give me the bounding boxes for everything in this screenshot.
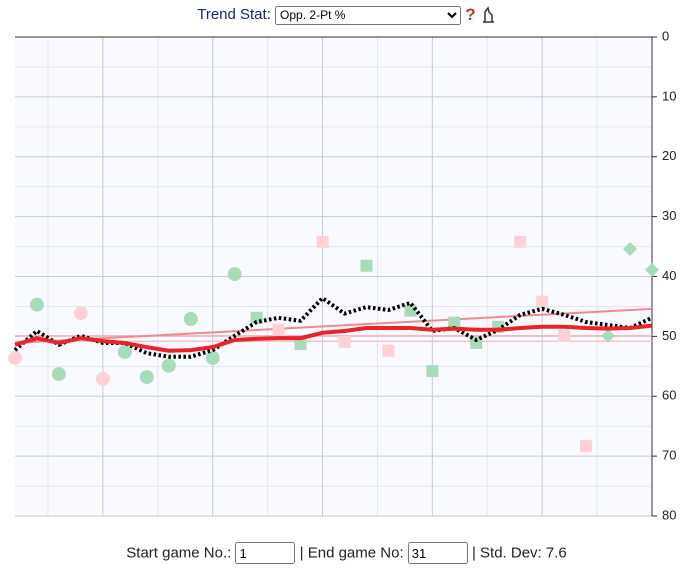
series-line xyxy=(13,296,653,359)
end-input[interactable] xyxy=(407,542,468,564)
trend-select[interactable]: Opp. 2-Pt % xyxy=(275,5,462,25)
y-tick-label: 0 xyxy=(662,28,669,43)
y-tick-label: 10 xyxy=(662,88,676,103)
reset-icon[interactable] xyxy=(480,6,496,24)
point xyxy=(448,316,461,329)
y-tick-label: 40 xyxy=(662,268,676,283)
point xyxy=(250,311,263,324)
point xyxy=(95,371,110,386)
point xyxy=(117,344,132,359)
start-input[interactable] xyxy=(235,542,296,564)
point xyxy=(382,344,395,357)
point xyxy=(360,259,373,272)
start-label: Start game No.: xyxy=(126,544,232,562)
point xyxy=(8,350,22,365)
y-tick-label: 30 xyxy=(662,208,676,223)
point xyxy=(227,267,242,282)
range-controls: Start game No.: | End game No: | Std. De… xyxy=(0,542,693,564)
end-label: | End game No: xyxy=(299,544,404,562)
trend-label: Trend Stat: xyxy=(197,5,271,23)
point xyxy=(29,297,44,312)
point xyxy=(623,241,638,256)
point xyxy=(205,350,220,365)
point xyxy=(426,365,439,378)
point xyxy=(404,304,417,317)
point xyxy=(470,336,483,349)
trend-line xyxy=(14,307,653,344)
series-line xyxy=(14,323,653,353)
point xyxy=(183,312,198,327)
y-tick-label: 50 xyxy=(662,328,676,343)
toolbar: Trend Stat: Opp. 2-Pt % ? xyxy=(0,5,693,25)
point xyxy=(492,320,505,333)
y-tick-label: 70 xyxy=(662,448,676,463)
point xyxy=(536,295,549,308)
point xyxy=(272,323,285,336)
plot-bg xyxy=(15,37,652,516)
point xyxy=(580,439,593,452)
std-dev: | Std. Dev: 7.6 xyxy=(471,544,567,562)
point xyxy=(161,358,176,373)
point xyxy=(601,328,616,343)
point xyxy=(51,367,66,382)
y-tick-label: 60 xyxy=(662,388,676,403)
point xyxy=(338,335,351,348)
point xyxy=(73,306,88,321)
point xyxy=(316,235,329,248)
point xyxy=(514,235,527,248)
y-tick-label: 80 xyxy=(662,507,676,522)
point xyxy=(558,329,571,342)
point xyxy=(645,262,659,277)
y-tick-label: 20 xyxy=(662,148,676,163)
point xyxy=(294,338,307,351)
help-icon[interactable]: ? xyxy=(465,5,476,24)
point xyxy=(139,370,154,385)
